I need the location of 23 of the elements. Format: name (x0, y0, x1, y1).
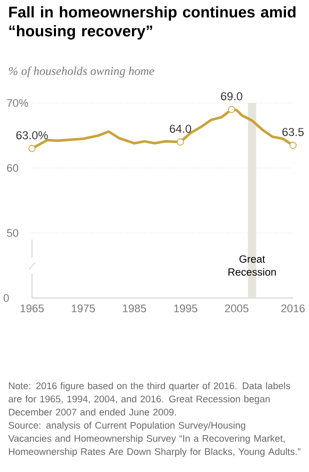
x-tick-label: 1965 (20, 304, 44, 312)
x-tick-label: 2005 (225, 304, 249, 312)
data-label: 69.0 (221, 92, 243, 100)
text: Note: 2016 figure based on the third quarter of 2016. Data labels are for 1965, 1994, 2004, and 2016. Great Recession began December 2007 and ended June 2009. (8, 382, 290, 416)
y-tick-label: 50 (7, 229, 19, 237)
source-note: Source: analysis of Current Population Survey/Housing Vacancies and Homeownership Survey “In a Recovering Market, Homeownership Rates Are Down Sharply for Blacks, Young Adults.” (8, 422, 301, 457)
x-tick-label: 1975 (72, 304, 96, 312)
data-label: 63.5 (282, 128, 304, 136)
point (28, 144, 36, 152)
chart-subtitle: % of households owning home (9, 66, 154, 78)
chart-title: Fall in homeownership continues amid “housing recovery” (9, 6, 296, 40)
y-tick-label: 70% (7, 99, 28, 107)
point (228, 106, 236, 114)
x-tick-label: 1995 (174, 304, 198, 312)
text: 0 (4, 294, 10, 302)
point (177, 138, 184, 146)
data-label: 64.0 (170, 124, 192, 133)
data-label: 63.0% (16, 131, 48, 140)
x-tick-label: 2016 (282, 304, 305, 312)
band-label: Great Recession (228, 255, 276, 276)
point (290, 142, 297, 149)
x-tick-label: 1985 (123, 304, 146, 312)
y-tick-label: 60 (7, 164, 19, 172)
